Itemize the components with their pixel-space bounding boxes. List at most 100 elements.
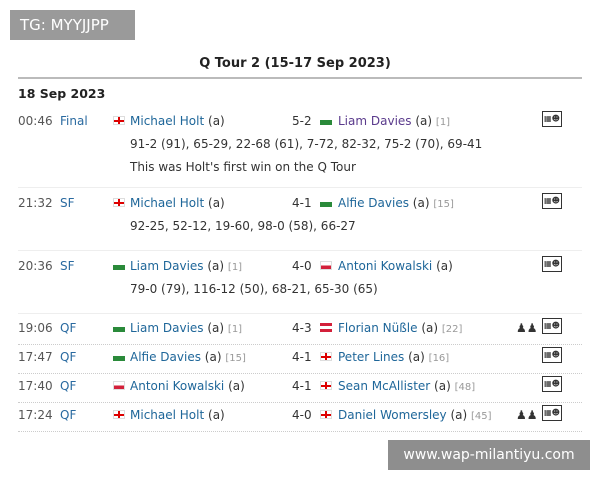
player-name-link[interactable]: Alfie Davies bbox=[338, 196, 409, 210]
amateur-tag: (a) bbox=[436, 259, 453, 273]
match-time: 21:32 bbox=[18, 196, 53, 210]
match-time: 17:24 bbox=[18, 408, 53, 422]
head-to-head-icon[interactable]: ♟♟ bbox=[516, 321, 538, 335]
amateur-tag: (a) bbox=[228, 379, 245, 393]
wales-flag-icon bbox=[113, 261, 125, 270]
player-name-link[interactable]: Sean McAllister bbox=[338, 379, 431, 393]
divider bbox=[18, 77, 582, 79]
row-separator bbox=[18, 344, 582, 345]
match-round-link[interactable]: SF bbox=[60, 259, 75, 273]
match-score: 4-0 bbox=[292, 408, 312, 422]
match-row: 20:36 SF Liam Davies (a) [1] 4-0 Antoni … bbox=[18, 256, 582, 276]
wales-flag-icon bbox=[320, 198, 332, 207]
poland-flag-icon bbox=[320, 261, 332, 270]
seed: [16] bbox=[428, 353, 450, 364]
player-name-link[interactable]: Liam Davies bbox=[338, 114, 412, 128]
england-flag-icon bbox=[113, 198, 125, 207]
match-details-icon[interactable]: ▦☻ bbox=[542, 193, 562, 209]
match-details-icon[interactable]: ▦☻ bbox=[542, 347, 562, 363]
match-details-icon[interactable]: ▦☻ bbox=[542, 405, 562, 421]
match-round-link[interactable]: QF bbox=[60, 321, 77, 335]
player-1: Michael Holt (a) bbox=[130, 111, 225, 133]
match-time: 17:40 bbox=[18, 379, 53, 393]
england-flag-icon bbox=[113, 410, 125, 419]
match-row: 17:24 QF Michael Holt (a) 4-0 Daniel Wom… bbox=[18, 405, 582, 425]
amateur-tag: (a) bbox=[204, 350, 222, 364]
match-score: 5-2 bbox=[292, 114, 312, 128]
england-flag-icon bbox=[320, 381, 332, 390]
match-details-icon[interactable]: ▦☻ bbox=[542, 111, 562, 127]
player-name-link[interactable]: Michael Holt bbox=[130, 408, 205, 422]
match-round-link[interactable]: QF bbox=[60, 408, 77, 422]
match-score: 4-1 bbox=[292, 350, 312, 364]
head-to-head-icon[interactable]: ♟♟ bbox=[516, 408, 538, 422]
match-details-icon[interactable]: ▦☻ bbox=[542, 318, 562, 334]
amateur-tag: (a) bbox=[207, 321, 225, 335]
row-separator bbox=[18, 250, 582, 251]
player-name-link[interactable]: Michael Holt bbox=[130, 196, 205, 210]
wales-flag-icon bbox=[113, 352, 125, 361]
match-round-link[interactable]: QF bbox=[60, 350, 77, 364]
player-1: Michael Holt (a) bbox=[130, 405, 225, 427]
seed: [15] bbox=[225, 353, 246, 364]
england-flag-icon bbox=[113, 116, 125, 125]
match-round-link[interactable]: QF bbox=[60, 379, 77, 393]
match-time: 19:06 bbox=[18, 321, 53, 335]
england-flag-icon bbox=[320, 352, 332, 361]
match-time: 17:47 bbox=[18, 350, 53, 364]
player-name-link[interactable]: Michael Holt bbox=[130, 114, 205, 128]
match-details-icon[interactable]: ▦☻ bbox=[542, 256, 562, 272]
austria-flag-icon bbox=[320, 323, 332, 332]
player-1: Antoni Kowalski (a) bbox=[130, 376, 245, 398]
seed: [1] bbox=[227, 262, 243, 273]
poland-flag-icon bbox=[113, 381, 125, 390]
match-details-icon[interactable]: ▦☻ bbox=[542, 376, 562, 392]
match-round-link[interactable]: SF bbox=[60, 196, 75, 210]
player-2: Alfie Davies (a) [15] bbox=[338, 193, 454, 215]
player-name-link[interactable]: Antoni Kowalski bbox=[130, 379, 225, 393]
player-1: Liam Davies (a) [1] bbox=[130, 256, 242, 278]
match-row: 19:06 QF Liam Davies (a) [1] 4-3 Florian… bbox=[18, 318, 582, 338]
frame-scores: 91-2 (91), 65-29, 22-68 (61), 7-72, 82-3… bbox=[130, 137, 483, 151]
match-time: 00:46 bbox=[18, 114, 53, 128]
player-2: Peter Lines (a) [16] bbox=[338, 347, 449, 369]
wales-flag-icon bbox=[320, 116, 332, 125]
date-heading: 18 Sep 2023 bbox=[18, 86, 106, 101]
amateur-tag: (a) bbox=[421, 321, 439, 335]
amateur-tag: (a) bbox=[450, 408, 468, 422]
match-score: 4-1 bbox=[292, 379, 312, 393]
amateur-tag: (a) bbox=[408, 350, 425, 364]
player-name-link[interactable]: Florian Nüßle bbox=[338, 321, 418, 335]
seed: [15] bbox=[433, 199, 454, 210]
amateur-tag: (a) bbox=[412, 196, 430, 210]
match-time: 20:36 bbox=[18, 259, 53, 273]
player-name-link[interactable]: Daniel Womersley bbox=[338, 408, 447, 422]
player-1: Liam Davies (a) [1] bbox=[130, 318, 242, 340]
seed: [1] bbox=[227, 324, 243, 335]
amateur-tag: (a) bbox=[208, 114, 225, 128]
player-name-link[interactable]: Liam Davies bbox=[130, 259, 204, 273]
match-round-link[interactable]: Final bbox=[60, 114, 88, 128]
row-separator bbox=[18, 313, 582, 314]
player-1: Michael Holt (a) bbox=[130, 193, 225, 215]
seed: [45] bbox=[471, 411, 492, 422]
match-row: 17:47 QF Alfie Davies (a) [15] 4-1 Peter… bbox=[18, 347, 582, 367]
seed: [48] bbox=[454, 382, 476, 393]
player-name-link[interactable]: Liam Davies bbox=[130, 321, 204, 335]
player-name-link[interactable]: Peter Lines bbox=[338, 350, 405, 364]
player-name-link[interactable]: Alfie Davies bbox=[130, 350, 201, 364]
player-2: Liam Davies (a) [1] bbox=[338, 111, 450, 133]
row-separator bbox=[18, 187, 582, 188]
seed: [22] bbox=[441, 324, 463, 335]
amateur-tag: (a) bbox=[208, 196, 225, 210]
page-title: Q Tour 2 (15-17 Sep 2023) bbox=[199, 56, 391, 71]
match-score: 4-1 bbox=[292, 196, 312, 210]
frame-scores: 79-0 (79), 116-12 (50), 68-21, 65-30 (65… bbox=[130, 282, 378, 296]
player-name-link[interactable]: Antoni Kowalski bbox=[338, 259, 433, 273]
match-row: 00:46 Final Michael Holt (a) 5-2 Liam Da… bbox=[18, 111, 582, 131]
seed: [1] bbox=[435, 117, 451, 128]
match-score: 4-3 bbox=[292, 321, 312, 335]
match-note: This was Holt's first win on the Q Tour bbox=[130, 160, 356, 174]
england-flag-icon bbox=[320, 410, 332, 419]
wales-flag-icon bbox=[113, 323, 125, 332]
